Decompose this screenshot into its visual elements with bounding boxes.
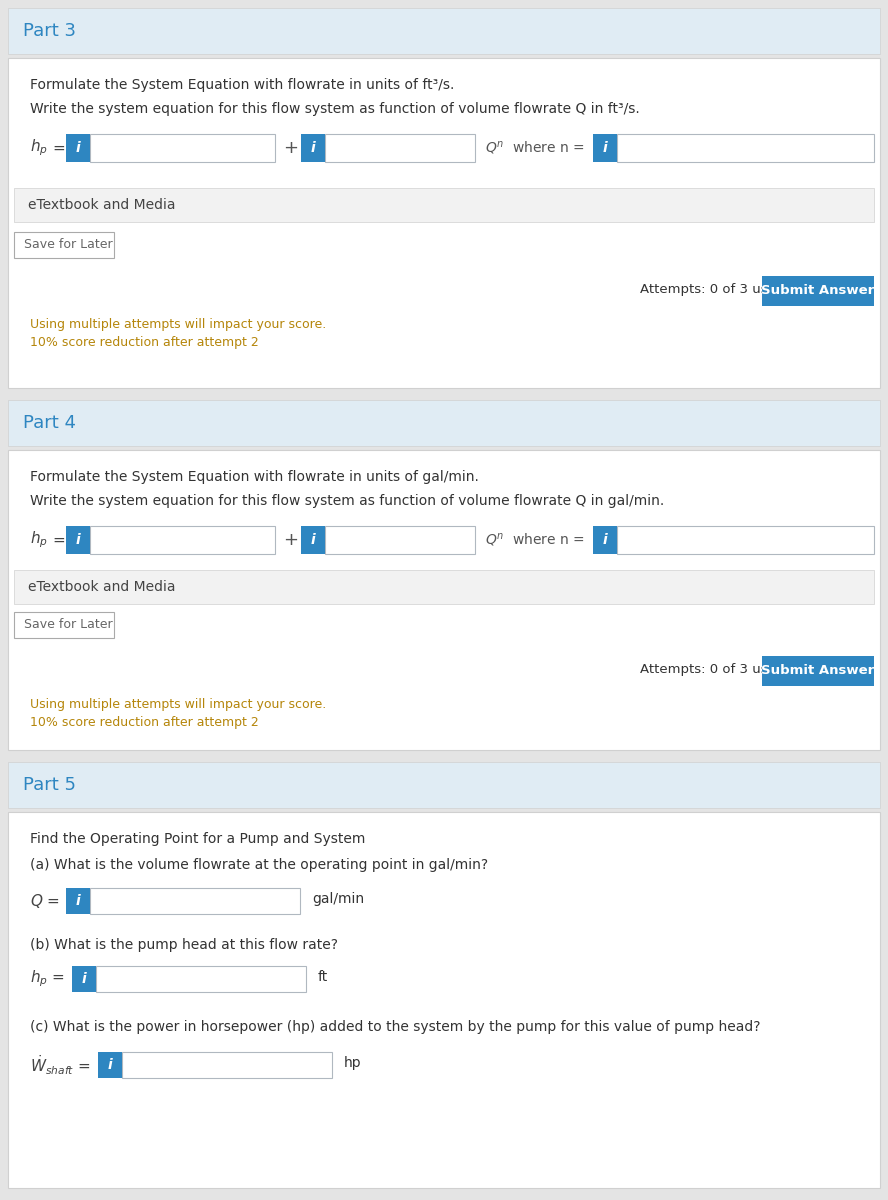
Text: i: i <box>603 533 607 547</box>
Text: Save for Later: Save for Later <box>24 239 113 252</box>
Bar <box>14 612 114 638</box>
Text: gal/min: gal/min <box>312 892 364 906</box>
Bar <box>90 888 300 914</box>
Text: Attempts: 0 of 3 used: Attempts: 0 of 3 used <box>640 662 784 676</box>
Text: Submit Answer: Submit Answer <box>761 284 875 298</box>
Text: $\dot{W}_{shaft}$ =: $\dot{W}_{shaft}$ = <box>30 1054 91 1076</box>
Bar <box>14 188 874 222</box>
Bar <box>8 450 880 750</box>
Text: i: i <box>603 140 607 155</box>
Text: hp: hp <box>344 1056 361 1070</box>
Text: i: i <box>75 894 81 908</box>
Bar <box>593 526 617 554</box>
Text: i: i <box>82 972 86 986</box>
Text: Write the system equation for this flow system as function of volume flowrate Q : Write the system equation for this flow … <box>30 102 639 116</box>
Text: =: = <box>52 533 65 547</box>
Text: Formulate the System Equation with flowrate in units of gal/min.: Formulate the System Equation with flowr… <box>30 470 479 484</box>
Text: $h_p$: $h_p$ <box>30 529 48 551</box>
Bar <box>762 656 874 686</box>
Bar <box>8 58 880 388</box>
Text: eTextbook and Media: eTextbook and Media <box>28 198 176 212</box>
Text: i: i <box>75 533 81 547</box>
Bar <box>325 526 475 554</box>
Text: Part 4: Part 4 <box>23 414 76 432</box>
Bar <box>617 134 874 162</box>
Bar <box>66 526 90 554</box>
Bar <box>122 1052 332 1078</box>
Text: (c) What is the power in horsepower (hp) added to the system by the pump for thi: (c) What is the power in horsepower (hp)… <box>30 1020 760 1034</box>
Text: $Q^n$  where n =: $Q^n$ where n = <box>485 139 585 156</box>
Text: i: i <box>311 533 315 547</box>
Text: i: i <box>311 140 315 155</box>
Text: Save for Later: Save for Later <box>24 618 113 631</box>
Text: 10% score reduction after attempt 2: 10% score reduction after attempt 2 <box>30 336 258 349</box>
Bar <box>96 966 306 992</box>
Text: ft: ft <box>318 970 329 984</box>
Bar <box>617 526 874 554</box>
Bar <box>593 134 617 162</box>
Text: Part 5: Part 5 <box>23 776 76 794</box>
Text: =: = <box>52 140 65 156</box>
Text: eTextbook and Media: eTextbook and Media <box>28 580 176 594</box>
Text: $Q^n$  where n =: $Q^n$ where n = <box>485 532 585 548</box>
Bar <box>66 134 90 162</box>
Bar <box>90 134 275 162</box>
Bar <box>8 8 880 54</box>
Bar <box>66 888 90 914</box>
Text: Write the system equation for this flow system as function of volume flowrate Q : Write the system equation for this flow … <box>30 494 664 508</box>
Text: (b) What is the pump head at this flow rate?: (b) What is the pump head at this flow r… <box>30 938 338 952</box>
Bar <box>8 762 880 808</box>
Text: +: + <box>283 139 298 157</box>
Text: $Q$ =: $Q$ = <box>30 892 60 910</box>
Text: i: i <box>75 140 81 155</box>
Text: +: + <box>283 530 298 550</box>
Bar <box>301 134 325 162</box>
Bar <box>98 1052 122 1078</box>
Text: Formulate the System Equation with flowrate in units of ft³/s.: Formulate the System Equation with flowr… <box>30 78 455 92</box>
Text: Part 3: Part 3 <box>23 22 76 40</box>
Bar <box>14 570 874 604</box>
Bar <box>90 526 275 554</box>
Bar <box>72 966 96 992</box>
Text: $h_p$: $h_p$ <box>30 138 48 158</box>
Bar <box>762 276 874 306</box>
Text: i: i <box>107 1058 113 1072</box>
Bar <box>8 400 880 446</box>
Text: (a) What is the volume flowrate at the operating point in gal/min?: (a) What is the volume flowrate at the o… <box>30 858 488 872</box>
Text: Attempts: 0 of 3 used: Attempts: 0 of 3 used <box>640 283 784 296</box>
Text: Submit Answer: Submit Answer <box>761 665 875 678</box>
Bar <box>325 134 475 162</box>
Bar <box>8 812 880 1188</box>
Text: 10% score reduction after attempt 2: 10% score reduction after attempt 2 <box>30 716 258 728</box>
Text: Using multiple attempts will impact your score.: Using multiple attempts will impact your… <box>30 318 326 331</box>
Bar <box>301 526 325 554</box>
Bar <box>14 232 114 258</box>
Text: $h_p$ =: $h_p$ = <box>30 968 65 989</box>
Text: Find the Operating Point for a Pump and System: Find the Operating Point for a Pump and … <box>30 832 365 846</box>
Text: Using multiple attempts will impact your score.: Using multiple attempts will impact your… <box>30 698 326 710</box>
